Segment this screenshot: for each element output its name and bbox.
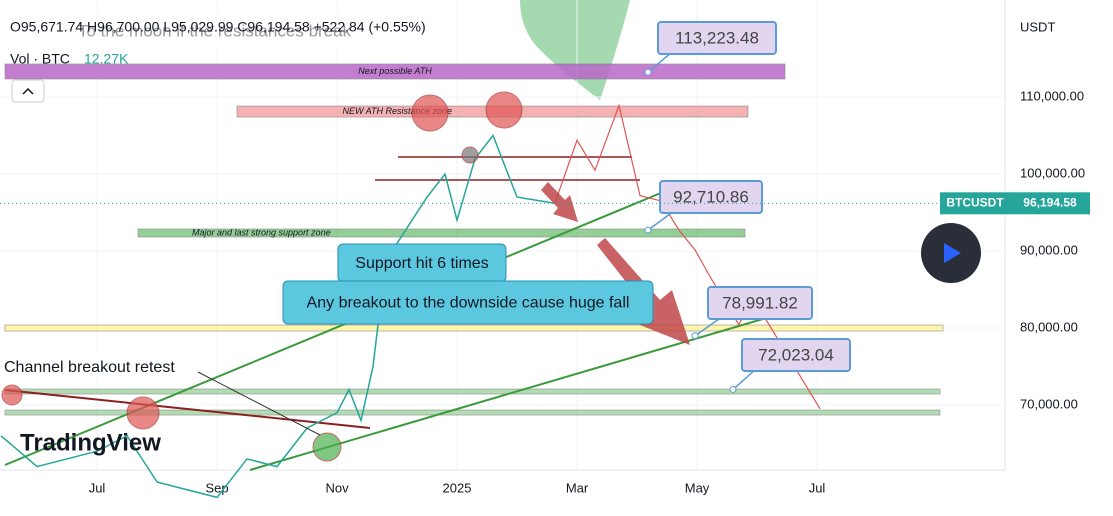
callout-label: 92,710.86 bbox=[673, 187, 749, 206]
collapse-icon bbox=[22, 87, 34, 95]
zone bbox=[4, 63, 786, 80]
callout-pointer bbox=[647, 51, 673, 73]
x-tick-label: 2025 bbox=[443, 480, 472, 495]
zone bbox=[137, 228, 746, 238]
y-tick-label: 90,000.00 bbox=[1020, 242, 1078, 257]
arrow bbox=[541, 182, 578, 222]
header-bg bbox=[0, 12, 375, 48]
zone bbox=[4, 324, 944, 332]
trend-line bbox=[4, 389, 371, 429]
price-tag-value: 96,194.58 bbox=[1023, 195, 1077, 209]
note-box bbox=[0, 353, 200, 381]
zone-label: Major and last strong support zone bbox=[192, 227, 331, 237]
y-tick-label: 110,000.00 bbox=[1020, 88, 1084, 103]
x-tick-label: May bbox=[685, 480, 710, 495]
price-point bbox=[644, 68, 652, 76]
callout-label: 113,223.48 bbox=[675, 28, 759, 47]
callout-box bbox=[659, 180, 763, 214]
bubble bbox=[461, 146, 479, 164]
note-text: Channel breakout retest bbox=[4, 359, 175, 376]
volume-label: Vol · BTC bbox=[10, 51, 70, 67]
zone-label: Next possible ATH bbox=[358, 66, 432, 76]
logo: TradingView bbox=[20, 429, 161, 456]
price-point bbox=[729, 385, 737, 393]
note-text: Support hit 6 times bbox=[355, 255, 488, 272]
callout-box bbox=[741, 338, 851, 372]
callout-pointer bbox=[647, 210, 675, 231]
bubble bbox=[312, 432, 342, 462]
y-tick-label: 80,000.00 bbox=[1020, 319, 1078, 334]
title: To the moon if the resistances break bbox=[78, 21, 352, 40]
price-tag bbox=[940, 192, 1010, 215]
trend-line bbox=[4, 184, 681, 466]
price-tag bbox=[1010, 192, 1090, 215]
note-box bbox=[282, 280, 654, 325]
play-icon bbox=[944, 243, 961, 263]
y-tick-label: 70,000.00 bbox=[1020, 396, 1078, 411]
callout-pointer bbox=[694, 316, 723, 337]
x-tick-label: Sep bbox=[205, 480, 228, 495]
currency: USDT bbox=[1020, 19, 1055, 34]
collapse-button[interactable] bbox=[11, 79, 45, 103]
callout-box bbox=[657, 21, 777, 55]
x-tick-label: Mar bbox=[566, 480, 589, 495]
x-tick-label: Nov bbox=[325, 480, 349, 495]
x-tick-label: Jul bbox=[809, 480, 826, 495]
volume-value: 12.27K bbox=[84, 51, 129, 67]
callout-label: 72,023.04 bbox=[758, 345, 834, 364]
price-tag-name: BTCUSDT bbox=[946, 195, 1004, 209]
callout-label: 78,991.82 bbox=[722, 293, 798, 312]
price-point bbox=[691, 332, 699, 340]
note-pointer bbox=[197, 371, 321, 436]
price-point bbox=[644, 226, 652, 234]
zone-label: NEW ATH Resistance zone bbox=[343, 106, 453, 116]
callout-box bbox=[707, 286, 813, 320]
trend-line bbox=[249, 307, 801, 471]
x-tick-label: Jul bbox=[89, 480, 106, 495]
bubble bbox=[126, 396, 160, 430]
callout-pointer bbox=[732, 368, 757, 390]
zone bbox=[4, 409, 941, 416]
y-tick-label: 100,000.00 bbox=[1020, 165, 1085, 180]
bubble bbox=[485, 91, 523, 129]
note-text: Any breakout to the downside cause huge … bbox=[307, 295, 630, 312]
ohlc: O95,671.74 H96,700.00 L95,029.99 C96,194… bbox=[10, 19, 426, 35]
bubble bbox=[1, 384, 23, 406]
zone bbox=[4, 388, 941, 395]
bubble bbox=[411, 94, 449, 132]
